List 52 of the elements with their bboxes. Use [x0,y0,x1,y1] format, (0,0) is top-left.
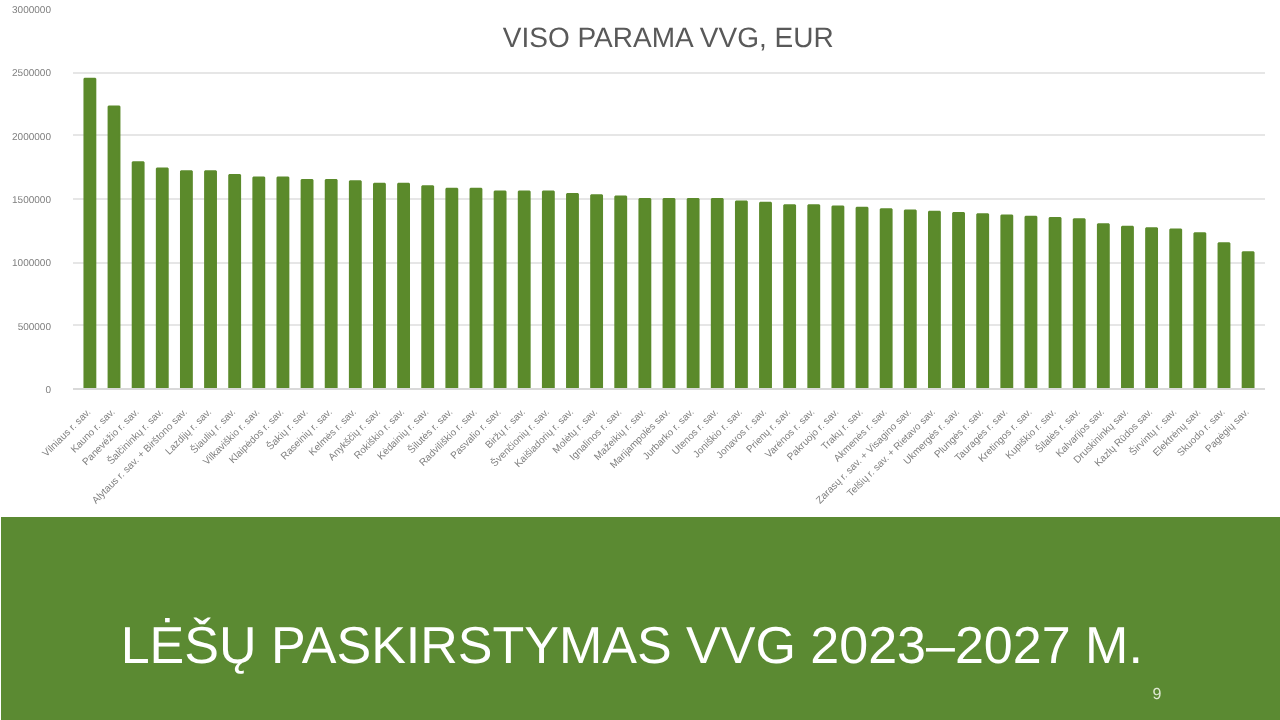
bar [324,179,338,389]
bar [1048,217,1062,389]
bar [252,176,266,389]
text: 9 [1152,685,1163,703]
bar [373,182,386,389]
bar [976,213,990,389]
bar [1169,228,1183,389]
bar [276,176,290,389]
bar [662,198,676,389]
bar [493,190,507,389]
bar [710,198,724,389]
bar [228,173,242,389]
bar [1000,214,1014,389]
bar [348,180,362,389]
bar [807,204,821,389]
bar [541,190,555,389]
bar [517,190,531,389]
bar [783,204,797,389]
chart-title: VISO PARAMA VVG, EUR [502,21,834,53]
bar [590,194,604,389]
bar [1024,215,1038,389]
bar [1096,223,1110,389]
bar [204,170,217,389]
bar [566,192,579,389]
bar [831,205,845,389]
bar [1241,251,1255,389]
bar [1193,232,1207,389]
bar [421,185,435,389]
bar [614,195,628,389]
bar [1072,218,1086,389]
bar [107,105,121,389]
bar [903,209,917,389]
bar [686,198,700,389]
bar [1121,225,1134,389]
bar [638,198,652,389]
bar [855,206,869,389]
bar [469,187,483,389]
bar [179,170,193,389]
bar [445,187,459,389]
text: LĖŠŲ PASKIRSTYMAS VVG 2023–2027 M. [120,615,1143,675]
bar [928,210,941,389]
bar [131,161,145,389]
bar [879,208,893,389]
bar [300,179,314,389]
bar [759,201,772,389]
bar [397,182,410,389]
bar [1145,227,1159,389]
bar [734,200,748,389]
bar [155,167,169,389]
bar [83,77,97,389]
bar [1217,242,1231,389]
bar [952,211,965,389]
